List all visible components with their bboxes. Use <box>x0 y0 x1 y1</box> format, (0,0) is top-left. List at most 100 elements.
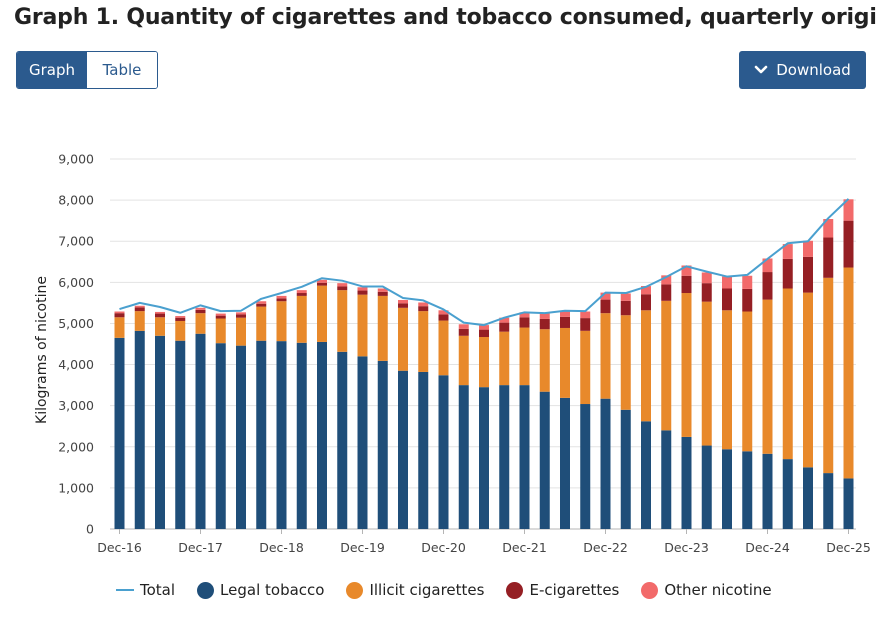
chevron-down-icon <box>754 65 768 74</box>
bar-e-cigarettes <box>539 318 550 330</box>
bar-e-cigarettes <box>620 300 631 316</box>
legend-item-other-nicotine[interactable]: Other nicotine <box>641 581 772 599</box>
bar-e-cigarettes <box>519 317 530 328</box>
legend-item-legal-tobacco[interactable]: Legal tobacco <box>197 581 324 599</box>
bar-illicit-cigarettes <box>215 318 226 344</box>
bar-e-cigarettes <box>296 293 307 296</box>
x-tick-label: Dec-24 <box>745 540 790 555</box>
bar-e-cigarettes <box>438 314 449 321</box>
bar-illicit-cigarettes <box>519 327 530 386</box>
bar-legal-tobacco <box>641 421 651 529</box>
bar-legal-tobacco <box>256 340 267 529</box>
bar-illicit-cigarettes <box>600 313 611 399</box>
legend-dot-marker <box>197 581 215 599</box>
tab-graph[interactable]: Graph <box>17 52 87 88</box>
x-tick-label: Dec-20 <box>421 540 466 555</box>
bar-illicit-cigarettes <box>580 330 591 405</box>
y-tick-label: 1,000 <box>58 480 94 495</box>
bar-e-cigarettes <box>580 318 591 331</box>
bar-legal-tobacco <box>479 387 489 529</box>
bar-illicit-cigarettes <box>398 307 408 371</box>
legend-item-e-cigarettes[interactable]: E-cigarettes <box>506 581 619 599</box>
bar-e-cigarettes <box>823 237 834 278</box>
bar-other-nicotine <box>701 272 712 284</box>
bar-legal-tobacco <box>398 370 408 529</box>
bar-e-cigarettes <box>195 309 206 314</box>
bar-e-cigarettes <box>418 306 429 312</box>
legend-label-e-cigarettes: E-cigarettes <box>529 581 620 599</box>
bar-illicit-cigarettes <box>539 329 550 392</box>
bar-illicit-cigarettes <box>479 337 489 388</box>
legend-item-illicit-cigarettes[interactable]: Illicit cigarettes <box>346 581 484 599</box>
bar-e-cigarettes <box>155 313 165 318</box>
bar-e-cigarettes <box>256 303 267 307</box>
bar-e-cigarettes <box>215 315 226 319</box>
bar-other-nicotine <box>681 265 692 276</box>
bar-e-cigarettes <box>134 307 145 312</box>
bar-other-nicotine <box>296 290 307 294</box>
bar-other-nicotine <box>560 310 570 317</box>
bar-other-nicotine <box>256 301 267 304</box>
bar-e-cigarettes <box>661 284 672 301</box>
y-tick-label: 2,000 <box>58 439 94 454</box>
bar-e-cigarettes <box>479 329 489 338</box>
bar-other-nicotine <box>782 244 793 259</box>
bar-legal-tobacco <box>317 341 327 529</box>
legend-label-other-nicotine: Other nicotine <box>664 581 772 599</box>
bar-legal-tobacco <box>114 337 125 529</box>
x-tick-label: Dec-22 <box>583 540 628 555</box>
bar-illicit-cigarettes <box>438 320 449 376</box>
bar-legal-tobacco <box>701 445 712 529</box>
bar-other-nicotine <box>519 312 530 318</box>
bar-e-cigarettes <box>458 328 469 336</box>
chart-legend: Total Legal tobacco Illicit cigarettes E… <box>116 578 794 602</box>
bar-legal-tobacco <box>600 398 611 529</box>
bar-e-cigarettes <box>398 303 408 308</box>
bar-e-cigarettes <box>236 314 246 318</box>
bar-other-nicotine <box>195 307 206 310</box>
bar-legal-tobacco <box>195 333 206 529</box>
bar-other-nicotine <box>236 312 246 315</box>
bar-illicit-cigarettes <box>641 310 651 422</box>
bar-other-nicotine <box>418 302 429 307</box>
bar-legal-tobacco <box>823 473 834 529</box>
bar-legal-tobacco <box>843 478 854 529</box>
bar-other-nicotine <box>843 199 854 221</box>
bar-e-cigarettes <box>114 313 125 318</box>
bar-illicit-cigarettes <box>823 277 834 474</box>
view-toggle: Graph Table <box>16 51 158 89</box>
bar-e-cigarettes <box>276 298 287 302</box>
y-tick-label: 7,000 <box>58 234 94 249</box>
bar-legal-tobacco <box>175 340 186 529</box>
x-tick-label: Dec-17 <box>178 540 223 555</box>
tab-table[interactable]: Table <box>87 52 157 88</box>
bar-other-nicotine <box>155 311 165 314</box>
bar-other-nicotine <box>641 286 651 295</box>
bar-other-nicotine <box>762 258 773 273</box>
bar-legal-tobacco <box>782 459 793 529</box>
bar-e-cigarettes <box>803 256 813 293</box>
bar-illicit-cigarettes <box>317 285 327 342</box>
bar-illicit-cigarettes <box>114 317 125 338</box>
bar-legal-tobacco <box>155 335 165 529</box>
bar-illicit-cigarettes <box>681 293 692 437</box>
download-button[interactable]: Download <box>739 51 866 89</box>
legend-dot-marker <box>641 581 659 599</box>
legend-item-total[interactable]: Total <box>116 581 175 599</box>
bar-legal-tobacco <box>499 385 510 529</box>
bar-legal-tobacco <box>236 345 246 529</box>
bar-e-cigarettes <box>337 286 348 291</box>
bar-other-nicotine <box>438 310 449 315</box>
bar-legal-tobacco <box>276 341 287 529</box>
bar-other-nicotine <box>276 295 287 299</box>
bar-e-cigarettes <box>742 288 753 312</box>
bar-illicit-cigarettes <box>236 317 246 346</box>
legend-label-legal-tobacco: Legal tobacco <box>220 581 325 599</box>
bar-e-cigarettes <box>701 283 712 302</box>
bar-illicit-cigarettes <box>134 311 145 331</box>
legend-label-illicit-cigarettes: Illicit cigarettes <box>369 581 485 599</box>
bar-e-cigarettes <box>641 294 651 311</box>
y-tick-label: 9,000 <box>58 152 94 167</box>
bar-illicit-cigarettes <box>357 294 368 357</box>
bar-legal-tobacco <box>519 385 530 529</box>
